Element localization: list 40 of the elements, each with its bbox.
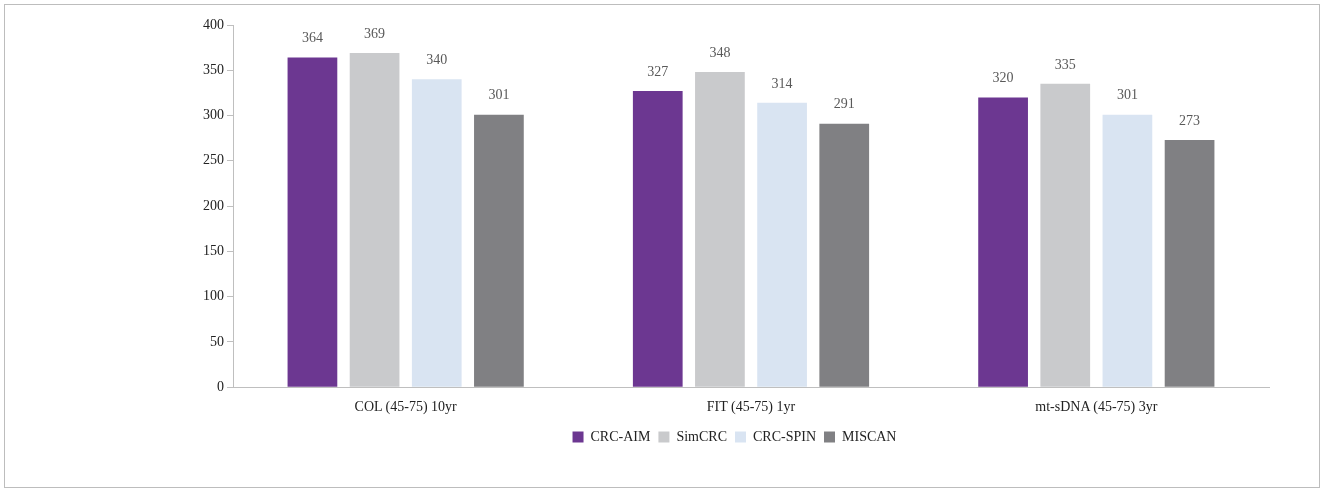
legend-label: MISCAN (842, 428, 897, 444)
bar (287, 57, 338, 387)
y-tick-label: 0 (217, 378, 224, 394)
data-label: 301 (488, 87, 510, 103)
data-label: 348 (709, 44, 731, 60)
data-label: 369 (364, 25, 386, 41)
legend-label: CRC-SPIN (753, 428, 817, 444)
y-tick-label: 150 (203, 243, 224, 259)
data-label: 340 (426, 52, 448, 67)
y-tick-label: 300 (203, 107, 224, 123)
data-label: 335 (1054, 56, 1076, 72)
bar (474, 114, 524, 387)
data-label: 314 (771, 75, 793, 91)
bar (349, 53, 400, 387)
data-label: 273 (1179, 112, 1201, 128)
bar (1164, 140, 1215, 387)
bar (757, 102, 807, 387)
legend-label: CRC-AIM (590, 428, 651, 444)
y-tick-label: 250 (203, 152, 224, 168)
y-tick-label: 50 (210, 333, 224, 349)
bar (632, 91, 683, 387)
y-tick-label: 100 (203, 288, 224, 304)
bar (411, 79, 462, 387)
y-tick-label: 400 (203, 16, 224, 32)
bar (1102, 114, 1153, 387)
data-label: 327 (647, 63, 669, 79)
data-label: 364 (301, 30, 323, 46)
x-tick-label: COL (45-75) 10yr (354, 399, 458, 416)
x-tick-label: FIT (45-75) 1yr (706, 399, 796, 416)
bar (978, 97, 1028, 387)
y-tick-label: 200 (203, 197, 224, 213)
data-label: 320 (992, 70, 1014, 86)
bar (819, 123, 870, 387)
bar (695, 72, 745, 387)
data-label: 301 (1116, 87, 1138, 103)
y-tick-label: 350 (203, 61, 224, 77)
bar (1040, 83, 1091, 387)
x-tick-label: mt-sDNA (45-75) 3yr (1035, 399, 1158, 416)
legend-label: SimCRC (676, 428, 728, 444)
data-label: 291 (833, 96, 855, 112)
